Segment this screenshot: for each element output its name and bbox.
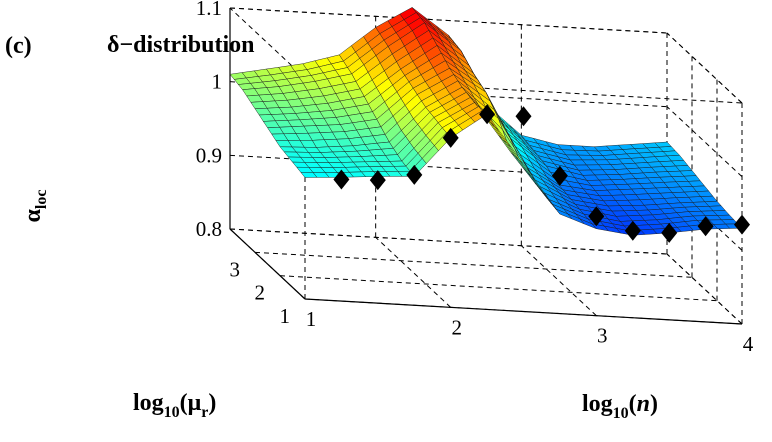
box-edge [229,7,668,34]
x-tick-label: 2 [451,315,462,339]
z-tick-label: 1 [212,70,223,94]
side-wall-grid-line [666,106,743,178]
x-axis-label: log10(n) [582,391,658,422]
back-wall-grid-line [229,228,668,255]
diamond-marker [369,170,386,191]
floor-grid-line [254,251,693,278]
diamond-marker [588,206,605,227]
svg-text:αloc: αloc [20,190,50,223]
box-edge [229,7,306,79]
diamond-marker [661,222,678,243]
z-tick-label: 0.8 [196,217,222,241]
z-axis-label: αloc [20,190,50,223]
surface-mesh [229,7,743,236]
x-axis-line [304,298,743,325]
diamond-marker [406,164,423,185]
x-tick-label: 1 [306,307,317,331]
z-tick-label: 1.1 [196,0,222,20]
x-tick-label: 4 [743,332,754,356]
diamond-marker [479,104,496,125]
y-tick-label: 3 [230,257,241,281]
chart-title: δ−distribution [107,32,255,58]
diamond-marker [442,127,459,148]
panel-label: (c) [5,33,32,59]
diamond-markers [333,104,750,243]
z-axis-label-main: α [20,208,46,222]
floor-grid-line [520,245,597,317]
box-edge [666,32,743,104]
z-axis-label-sub: loc [33,190,50,210]
y-tick-label: 2 [255,281,266,305]
diamond-marker [515,106,532,127]
floor-grid-line [279,275,718,302]
diamond-marker [697,216,714,237]
y-tick-label: 1 [280,304,291,328]
diamond-marker [333,169,350,190]
side-wall-grid-line [666,253,743,325]
diamond-marker [734,214,750,235]
floor-grid-line [375,236,452,308]
x-tick-label: 3 [597,324,608,348]
floor-grid-line [666,253,743,325]
side-wall-grid-line [666,32,743,104]
z-tick-label: 0.9 [196,143,222,167]
diamond-marker [624,220,641,241]
y-axis-label: log10(μr) [133,390,216,421]
diamond-marker [551,165,568,186]
y-axis-line [229,228,306,300]
